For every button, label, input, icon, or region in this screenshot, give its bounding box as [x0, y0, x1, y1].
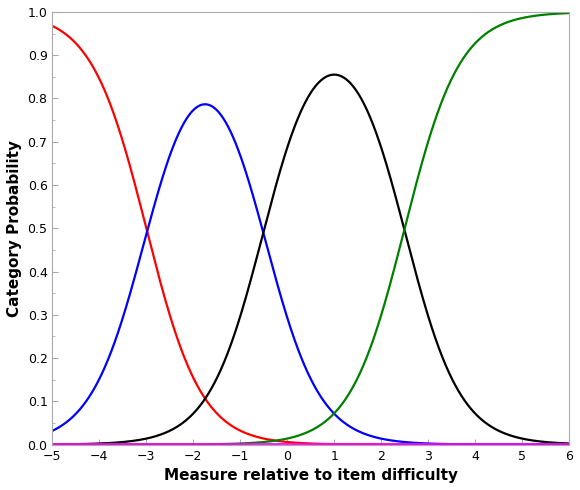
Y-axis label: Category Probability: Category Probability — [7, 140, 22, 317]
X-axis label: Measure relative to item difficulty: Measure relative to item difficulty — [164, 468, 458, 483]
